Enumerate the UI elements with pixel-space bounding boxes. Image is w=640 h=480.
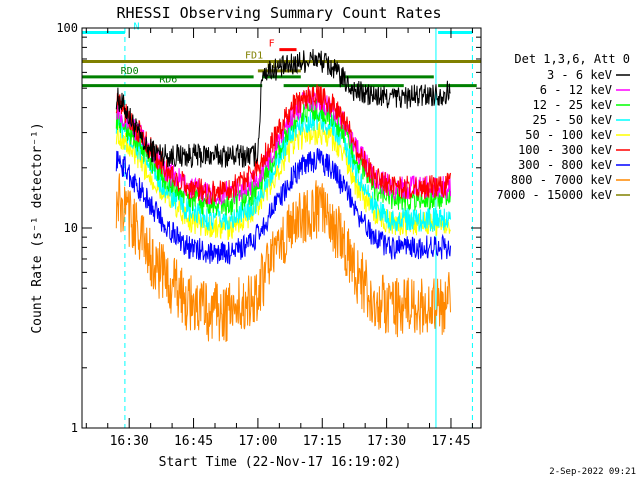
legend-label: 12 - 25 keV (533, 98, 612, 112)
legend-title: Det 1,3,6, Att 0 (514, 52, 630, 66)
x-tick-label: 17:00 (238, 434, 277, 449)
y-tick-label: 100 (56, 21, 78, 35)
legend-label: 50 - 100 keV (525, 128, 612, 142)
legend-label: 6 - 12 keV (540, 83, 612, 97)
legend-label: 100 - 300 keV (518, 143, 612, 157)
y-axis-label: Count Rate (s⁻¹ detector⁻¹) (30, 122, 45, 333)
legend-label: 800 - 7000 keV (511, 173, 612, 187)
legend-label: 25 - 50 keV (533, 113, 612, 127)
state-label-rd0: RD0 (121, 66, 139, 77)
x-tick-label: 17:15 (303, 434, 342, 449)
x-axis-label: Start Time (22-Nov-17 16:19:02) (159, 455, 402, 470)
x-tick-label: 17:30 (367, 434, 406, 449)
state-label-n: N (133, 21, 139, 32)
legend-label: 3 - 6 keV (547, 68, 612, 82)
plot-frame (81, 27, 482, 429)
series-line-100_300keV (115, 84, 451, 205)
series-line-6_12keV (115, 88, 451, 206)
x-tick-label: 17:45 (431, 434, 470, 449)
y-tick-label: 10 (64, 221, 78, 235)
series-line-12_25keV (115, 98, 451, 216)
series-line-25_50keV (115, 109, 451, 232)
x-tick-label: 16:45 (174, 434, 213, 449)
legend-label: 7000 - 15000 keV (496, 188, 612, 202)
state-label-f: F (269, 39, 275, 50)
series-line-300_800keV (115, 148, 451, 265)
chart-title: RHESSI Observing Summary Count Rates (116, 4, 441, 22)
series-line-800_7000keV (115, 173, 451, 343)
state-label-rd6: RD6 (159, 75, 177, 86)
state-label-fd1: FD1 (245, 50, 263, 61)
series-line-3_6keV (115, 48, 451, 168)
y-tick-label: 1 (71, 421, 78, 435)
legend-label: 300 - 800 keV (518, 158, 612, 172)
footer-date: 2-Sep-2022 09:21 (549, 467, 636, 477)
x-tick-label: 16:30 (110, 434, 149, 449)
